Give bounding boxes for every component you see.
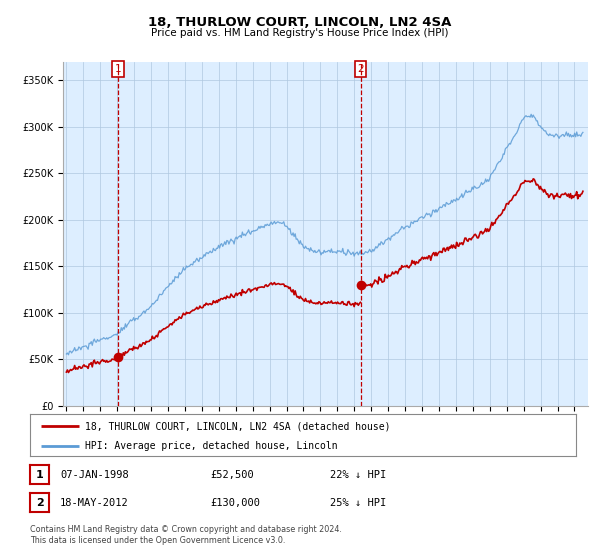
Text: Price paid vs. HM Land Registry's House Price Index (HPI): Price paid vs. HM Land Registry's House … <box>151 28 449 38</box>
Text: £52,500: £52,500 <box>210 470 254 480</box>
Text: 07-JAN-1998: 07-JAN-1998 <box>60 470 129 480</box>
Text: 1: 1 <box>115 64 121 74</box>
Text: 22% ↓ HPI: 22% ↓ HPI <box>330 470 386 480</box>
Text: 18, THURLOW COURT, LINCOLN, LN2 4SA (detached house): 18, THURLOW COURT, LINCOLN, LN2 4SA (det… <box>85 421 390 431</box>
Text: Contains HM Land Registry data © Crown copyright and database right 2024.
This d: Contains HM Land Registry data © Crown c… <box>30 525 342 545</box>
Text: 2: 2 <box>357 64 364 74</box>
Text: 18-MAY-2012: 18-MAY-2012 <box>60 498 129 508</box>
Text: 25% ↓ HPI: 25% ↓ HPI <box>330 498 386 508</box>
Text: 2: 2 <box>36 498 43 508</box>
Text: £130,000: £130,000 <box>210 498 260 508</box>
Text: 1: 1 <box>36 470 43 480</box>
Text: 18, THURLOW COURT, LINCOLN, LN2 4SA: 18, THURLOW COURT, LINCOLN, LN2 4SA <box>148 16 452 29</box>
Text: HPI: Average price, detached house, Lincoln: HPI: Average price, detached house, Linc… <box>85 441 337 451</box>
